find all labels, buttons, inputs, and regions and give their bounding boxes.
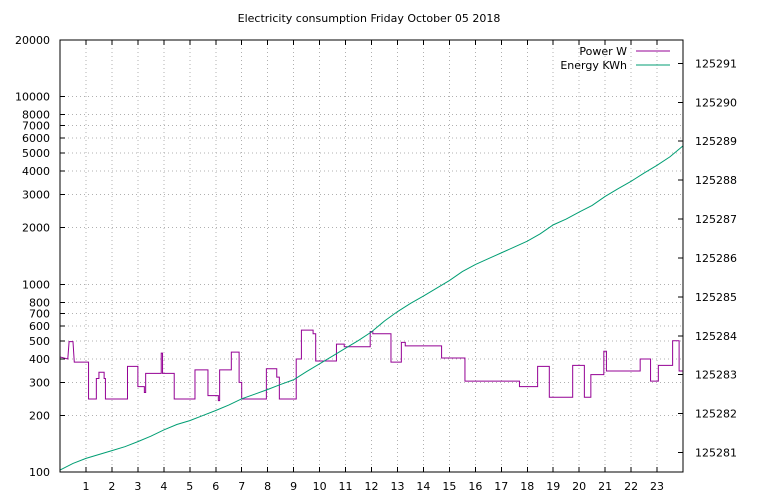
y-tick-label: 6000 — [22, 132, 50, 145]
x-tick-label: 19 — [546, 480, 560, 493]
y-tick-label: 800 — [29, 296, 50, 309]
x-tick-label: 5 — [186, 480, 193, 493]
y-tick-label: 20000 — [15, 34, 50, 47]
y2-tick-label: 125290 — [695, 96, 737, 109]
y2-tick-label: 125289 — [695, 135, 737, 148]
x-tick-label: 16 — [468, 480, 482, 493]
y-tick-label: 1000 — [22, 278, 50, 291]
x-tick-label: 22 — [624, 480, 638, 493]
y2-tick-label: 125291 — [695, 57, 737, 70]
y-tick-label: 7000 — [22, 120, 50, 133]
x-tick-label: 11 — [339, 480, 353, 493]
legend: Power W Energy KWh — [560, 45, 670, 72]
legend-label-power: Power W — [579, 45, 627, 58]
x-tick-label: 13 — [390, 480, 404, 493]
x-tick-label: 23 — [650, 480, 664, 493]
power-series-line — [59, 329, 683, 402]
legend-label-energy: Energy KWh — [560, 59, 627, 72]
tick-layer: 1 2 3 4 5 6 7 8 9 10 11 12 13 14 15 16 17 18 19 20 21 22 23100… — [15, 34, 737, 493]
x-tick-label: 18 — [520, 480, 534, 493]
y-tick-label: 600 — [29, 320, 50, 333]
y-tick-label: 300 — [29, 376, 50, 389]
y2-tick-label: 125282 — [695, 408, 737, 421]
y2-tick-label: 125284 — [695, 330, 737, 343]
grid-layer — [60, 40, 683, 472]
energy-series-line — [59, 145, 684, 471]
y-tick-label: 500 — [29, 335, 50, 348]
series-layer — [59, 145, 684, 471]
y2-tick-label: 125288 — [695, 174, 737, 187]
y-tick-label: 8000 — [22, 109, 50, 122]
y2-tick-label: 125286 — [695, 252, 737, 265]
y-tick-label: 100 — [29, 466, 50, 479]
y-tick-label: 10000 — [15, 91, 50, 104]
x-tick-label: 9 — [290, 480, 297, 493]
x-tick-label: 7 — [238, 480, 245, 493]
y-tick-label: 4000 — [22, 165, 50, 178]
x-tick-label: 2 — [108, 480, 115, 493]
y-tick-label: 200 — [29, 409, 50, 422]
x-tick-label: 10 — [313, 480, 327, 493]
x-tick-label: 15 — [442, 480, 456, 493]
chart-title: Electricity consumption Friday October 0… — [238, 12, 501, 25]
x-tick-label: 4 — [160, 480, 167, 493]
y-tick-label: 2000 — [22, 222, 50, 235]
y2-tick-label: 125287 — [695, 213, 737, 226]
y-tick-label: 700 — [29, 307, 50, 320]
x-tick-label: 8 — [264, 480, 271, 493]
y2-tick-label: 125285 — [695, 291, 737, 304]
x-tick-label: 17 — [494, 480, 508, 493]
x-tick-label: 20 — [572, 480, 586, 493]
x-tick-label: 6 — [212, 480, 219, 493]
y-tick-label: 5000 — [22, 147, 50, 160]
x-tick-label: 12 — [365, 480, 379, 493]
x-tick-label: 3 — [134, 480, 141, 493]
x-tick-label: 14 — [416, 480, 430, 493]
x-tick-label: 1 — [82, 480, 89, 493]
x-tick-label: 21 — [598, 480, 612, 493]
y2-tick-label: 125281 — [695, 447, 737, 460]
y2-tick-label: 125283 — [695, 369, 737, 382]
y-tick-label: 3000 — [22, 189, 50, 202]
y-tick-label: 400 — [29, 353, 50, 366]
